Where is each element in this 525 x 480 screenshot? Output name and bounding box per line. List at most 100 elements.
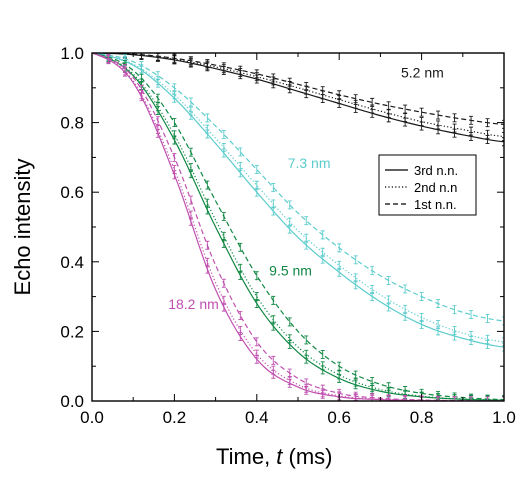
error-bar [485, 118, 490, 128]
error-bar [271, 315, 276, 325]
error-bar [502, 119, 504, 129]
error-bar [304, 216, 309, 226]
error-bar [337, 243, 342, 253]
error-bar [502, 137, 504, 147]
error-bar [287, 368, 292, 378]
legend-label-2nd-nn: 2nd n.n [414, 180, 457, 195]
error-bar [271, 73, 276, 83]
error-bar [502, 342, 504, 352]
curve-9-5-nm-solid [92, 53, 504, 401]
error-bar [502, 396, 504, 401]
error-bar [502, 337, 504, 347]
error-bar [452, 123, 457, 133]
error-bar [452, 113, 457, 123]
error-bar [320, 247, 325, 257]
tick-layer: 0.0 0.2 0.4 0.6 0.8 1.0 0.0 0.2 0.4 0.6 0.8 1.0 [60, 44, 515, 427]
error-bar [304, 81, 309, 91]
error-bar [403, 386, 408, 395]
error-bar [238, 147, 243, 157]
error-bar [320, 361, 325, 371]
series-7-3-nm [92, 53, 504, 352]
error-bar [254, 165, 259, 175]
error-bar [287, 217, 292, 227]
y-tick-label: 0.6 [60, 183, 84, 202]
error-bar [172, 130, 177, 140]
x-tick-label: 0.4 [245, 408, 269, 427]
error-bar [172, 165, 177, 175]
error-bar [370, 393, 375, 401]
curve-7-3-nm-solid [92, 53, 504, 348]
error-bar [238, 161, 243, 171]
error-bar [386, 275, 391, 285]
error-bar [205, 198, 210, 208]
data-layer [92, 53, 504, 401]
error-bar [139, 84, 144, 94]
error-bar [254, 180, 259, 190]
error-bar [419, 292, 424, 302]
error-bar [139, 61, 144, 71]
error-bar [469, 310, 474, 320]
error-bar [436, 320, 441, 330]
error-bar [353, 94, 358, 104]
error-bar [254, 271, 259, 281]
error-bar [188, 210, 193, 220]
error-bar [452, 305, 457, 315]
error-bar [238, 242, 243, 252]
error-bar [485, 129, 490, 139]
y-tick-label: 0.8 [60, 114, 84, 133]
error-bar [353, 255, 358, 265]
error-bar [320, 350, 325, 359]
error-bar [337, 370, 342, 380]
series-9-5-nm [92, 53, 504, 401]
error-bar [172, 118, 177, 128]
curve-18-2-nm-dotted [92, 53, 504, 401]
error-bar [469, 126, 474, 136]
error-bar [502, 316, 504, 326]
curve-18-2-nm-solid [92, 53, 504, 401]
curve-5-2-nm-dashed [92, 53, 504, 125]
legend-label-3rd-nn: 3rd n.n. [414, 163, 458, 178]
error-bar [304, 233, 309, 243]
error-bar [337, 260, 342, 270]
error-bar [271, 355, 276, 365]
error-bar [221, 278, 226, 288]
x-tick-label: 0.8 [410, 408, 434, 427]
y-tick-label: 1.0 [60, 44, 84, 63]
error-bar [205, 240, 210, 250]
error-bar [403, 113, 408, 123]
error-bar [155, 124, 160, 134]
error-bar [254, 292, 259, 302]
error-bar [188, 106, 193, 116]
x-axis-title: Time, t (ms) [216, 444, 333, 469]
error-bar [188, 97, 193, 107]
error-bar [221, 231, 226, 241]
error-bar [155, 102, 160, 112]
error-bar [436, 299, 441, 309]
y-axis-title: Echo intensity [10, 159, 35, 296]
error-bar [337, 361, 342, 371]
x-tick-label: 0.2 [163, 408, 187, 427]
error-bar [436, 120, 441, 130]
error-bar [106, 53, 111, 63]
error-bar [254, 69, 259, 79]
error-bar [403, 395, 408, 401]
y-tick-label: 0.2 [60, 322, 84, 341]
error-bar [337, 90, 342, 100]
error-bar [221, 62, 226, 72]
error-bar [155, 71, 160, 81]
error-bar [386, 295, 391, 305]
error-bar [287, 200, 292, 210]
error-bar [485, 334, 490, 344]
series-label-7-3-nm: 7.3 nm [288, 155, 331, 171]
error-bar [238, 65, 243, 75]
legend-label-1st-nn: 1st n.n. [414, 197, 457, 212]
error-bar [254, 349, 259, 359]
plot-frame [91, 52, 505, 402]
error-bar [188, 56, 193, 66]
error-bar [403, 304, 408, 314]
error-bar [304, 378, 309, 388]
error-bar [238, 263, 243, 273]
error-bar [188, 195, 193, 205]
error-bar [403, 284, 408, 294]
